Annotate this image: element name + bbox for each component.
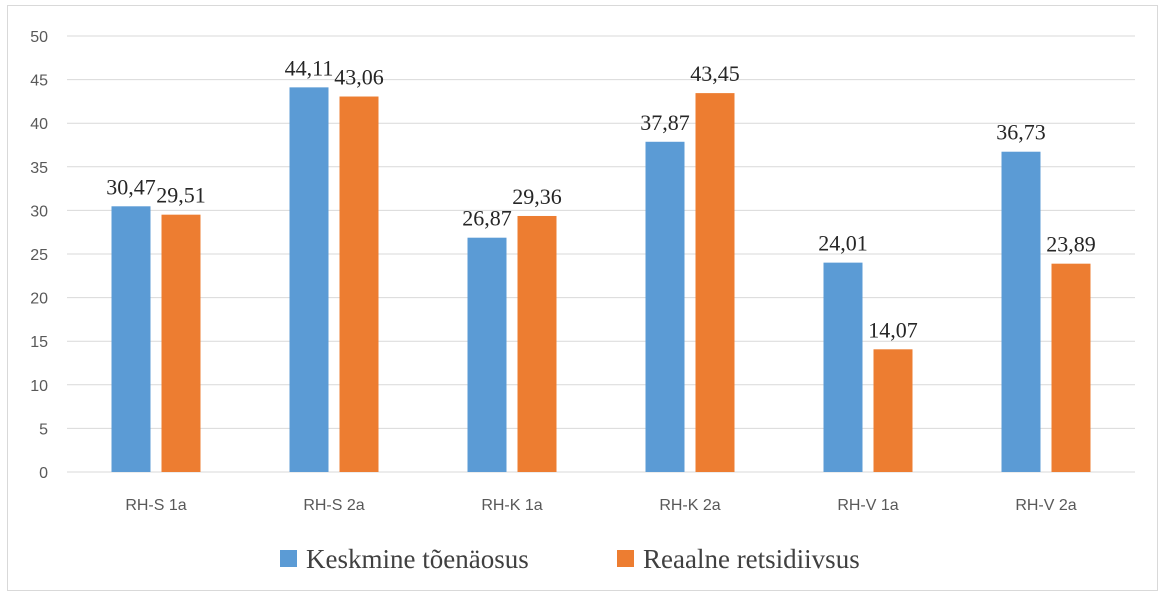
data-label: 23,89 [1046, 232, 1096, 257]
legend-label: Keskmine tõenäosus [306, 544, 529, 574]
data-label: 26,87 [462, 206, 512, 231]
legend-swatch [280, 550, 297, 567]
y-tick-label: 15 [30, 334, 48, 351]
bars [111, 87, 1091, 473]
gridlines [67, 35, 1135, 473]
y-axis-ticks: 0 5 10 15 20 25 30 35 40 45 50 [30, 29, 48, 482]
y-tick-label: 20 [30, 291, 48, 308]
data-label: 14,07 [868, 317, 918, 342]
y-tick-label: 35 [30, 160, 48, 177]
data-label: 43,06 [334, 65, 384, 90]
y-tick-label: 45 [30, 73, 48, 90]
data-label: 43,45 [690, 61, 740, 86]
y-tick-label: 50 [30, 29, 48, 46]
x-tick-label: RH-V 1a [837, 497, 898, 514]
bar-keskmine-4 [645, 141, 685, 472]
bar-reaalne-3 [517, 215, 557, 472]
x-tick-label: RH-S 2a [303, 497, 364, 514]
bar-keskmine-6 [1001, 151, 1041, 472]
y-tick-label: 0 [39, 465, 48, 482]
data-label: 30,47 [106, 174, 156, 199]
y-tick-label: 40 [30, 116, 48, 133]
y-tick-label: 30 [30, 203, 48, 220]
x-tick-label: RH-K 2a [659, 497, 720, 514]
legend-label: Reaalne retsidiivsus [643, 544, 860, 574]
bar-reaalne-2 [339, 96, 379, 473]
bar-reaalne-4 [695, 93, 735, 472]
bar-keskmine-1 [111, 206, 151, 472]
data-label: 44,11 [285, 55, 334, 80]
x-tick-label: RH-V 2a [1015, 497, 1076, 514]
data-label: 29,36 [512, 184, 562, 209]
x-tick-label: RH-S 1a [125, 497, 186, 514]
data-label: 36,73 [996, 120, 1046, 145]
y-tick-label: 25 [30, 247, 48, 264]
legend-swatch [617, 550, 634, 567]
bar-keskmine-5 [823, 262, 863, 472]
data-label: 37,87 [640, 110, 690, 135]
bar-keskmine-3 [467, 237, 507, 472]
bar-reaalne-6 [1051, 263, 1091, 472]
y-tick-label: 10 [30, 378, 48, 395]
y-tick-label: 5 [39, 421, 48, 438]
data-label: 24,01 [818, 231, 868, 256]
legend: Keskmine tõenäosus Reaalne retsidiivsus [280, 544, 860, 574]
x-tick-label: RH-K 1a [481, 497, 542, 514]
bar-reaalne-5 [873, 349, 913, 472]
x-axis-ticks: RH-S 1a RH-S 2a RH-K 1a RH-K 2a RH-V 1a RH-V … [125, 497, 1076, 514]
bar-keskmine-2 [289, 87, 329, 472]
data-label: 29,51 [156, 183, 206, 208]
bar-reaalne-1 [161, 214, 201, 473]
